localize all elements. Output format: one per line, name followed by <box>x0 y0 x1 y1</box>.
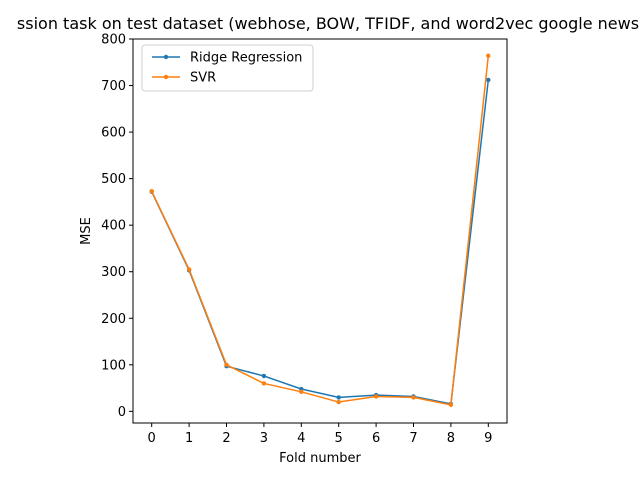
x-tick-label: 1 <box>185 431 193 446</box>
y-tick-label: 500 <box>101 172 126 187</box>
y-tick-label: 400 <box>101 219 126 234</box>
data-point <box>336 399 341 405</box>
x-tick-label: 6 <box>372 431 380 446</box>
data-point <box>149 189 154 194</box>
legend-label-2: SVR <box>190 71 216 86</box>
data-point <box>448 402 454 408</box>
y-tick-label: 100 <box>101 358 126 373</box>
series-2 <box>149 53 491 408</box>
data-point <box>186 267 192 272</box>
legend-box <box>141 44 314 92</box>
data-point <box>411 395 416 400</box>
legend: Ridge Regression SVR <box>141 44 314 92</box>
y-tick-label: 300 <box>101 265 126 280</box>
plot-area: 0 1 2 3 4 5 6 7 8 9 0 100 200 300 400 500 600 700 800 <box>101 33 508 446</box>
data-point <box>224 362 229 368</box>
data-point <box>336 395 341 400</box>
chart-title: ssion task on test dataset (webhose, BOW… <box>17 14 639 33</box>
data-point <box>373 394 379 399</box>
x-axis-label: Fold number <box>279 451 361 466</box>
x-tick-label: 7 <box>409 431 417 446</box>
y-tick-label: 0 <box>118 405 126 420</box>
x-tick-label: 5 <box>335 431 343 446</box>
data-point <box>486 53 491 58</box>
data-point <box>261 373 267 379</box>
axes-frame <box>132 38 508 424</box>
y-axis-label: MSE <box>79 217 94 245</box>
y-tick-label: 600 <box>101 126 126 141</box>
x-tick-label: 3 <box>260 431 268 446</box>
legend-marker-2 <box>163 74 169 80</box>
data-point <box>299 389 304 395</box>
legend-label-1: Ridge Regression <box>190 51 302 66</box>
x-tick-label: 9 <box>484 431 492 446</box>
x-tick-label: 4 <box>297 431 305 446</box>
data-point <box>261 381 267 386</box>
x-tick-label: 0 <box>148 431 156 446</box>
data-point <box>486 77 491 83</box>
legend-marker-1 <box>163 54 169 60</box>
x-tick-label: 2 <box>222 431 230 446</box>
y-tick-label: 700 <box>101 79 126 94</box>
series-line-2 <box>151 55 490 406</box>
x-tick-label: 8 <box>447 431 455 446</box>
y-tick-label: 800 <box>101 33 126 48</box>
y-tick-label: 200 <box>101 312 126 327</box>
